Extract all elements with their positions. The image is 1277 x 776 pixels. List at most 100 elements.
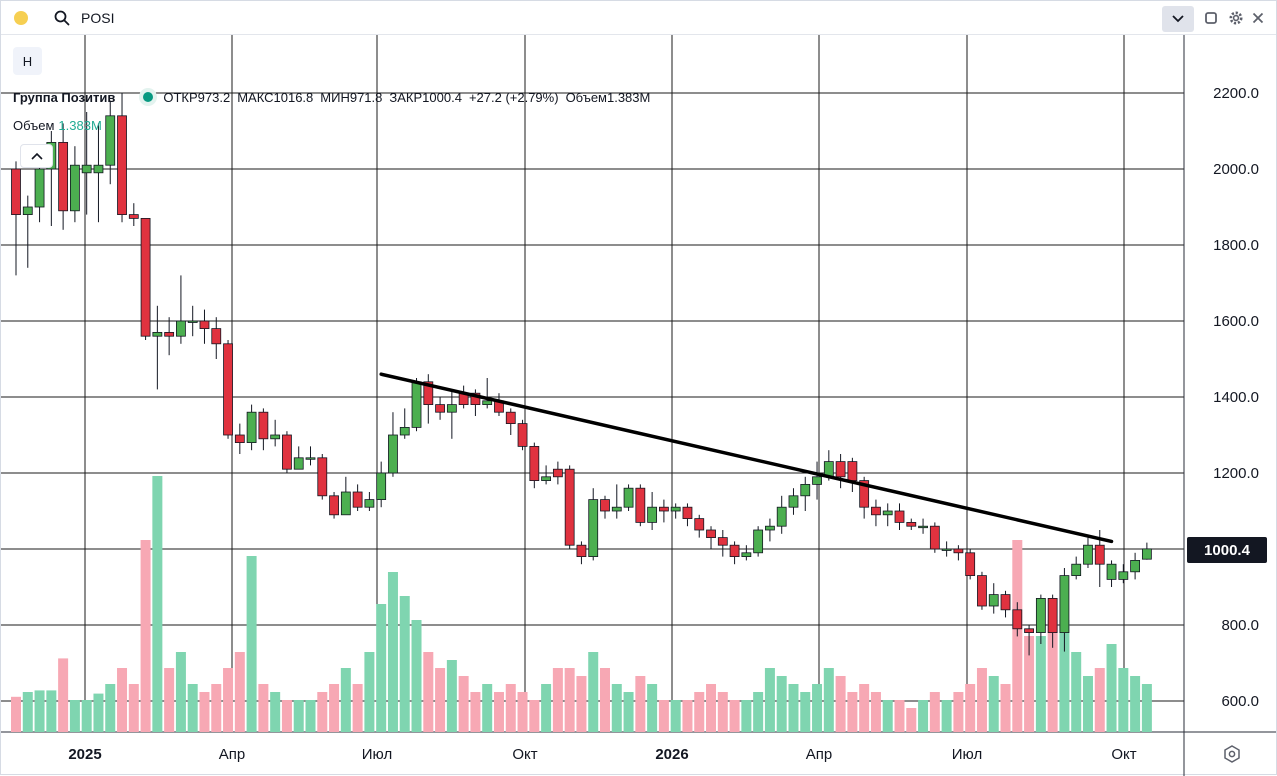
candle-body <box>22 206 33 215</box>
volume-bar <box>576 676 587 732</box>
candle-body <box>1024 628 1034 633</box>
y-tick-label: 1800.0 <box>1213 237 1259 254</box>
candle-body <box>1000 594 1011 611</box>
chart-settings-icon[interactable] <box>1222 744 1242 764</box>
volume-value: Объем1.383M <box>565 89 651 105</box>
top-toolbar <box>1 1 1276 35</box>
volume-bar <box>458 676 469 732</box>
symbol-search-input[interactable] <box>81 8 281 28</box>
candle-body <box>329 495 339 516</box>
volume-bar <box>859 684 870 732</box>
y-tick-label: 1200.0 <box>1213 465 1259 482</box>
candle-body <box>81 164 92 174</box>
close-value: ЗАКР1000.4 <box>389 89 462 105</box>
instrument-name: Группа Позитив <box>13 89 116 105</box>
x-tick-label: 2025 <box>68 746 101 763</box>
candle-body <box>906 522 917 527</box>
volume-bar <box>647 684 658 732</box>
volume-bar <box>847 692 858 732</box>
volume-bar <box>682 700 693 732</box>
gear-icon[interactable] <box>1228 10 1244 26</box>
candle-body <box>835 461 846 478</box>
candle-body <box>470 392 481 406</box>
candle-body <box>1012 609 1023 630</box>
candle-body <box>482 400 493 405</box>
volume-bar <box>1024 636 1035 732</box>
volume-bar <box>717 692 728 732</box>
volume-bar <box>152 476 163 732</box>
candle-body <box>1083 544 1093 565</box>
volume-bar <box>788 684 799 732</box>
volume-bar <box>93 693 104 732</box>
interval-button[interactable]: Н <box>13 47 42 75</box>
candle-body <box>70 164 80 212</box>
candle-body <box>340 491 351 516</box>
candle-body <box>882 510 893 516</box>
candle-body <box>140 217 151 337</box>
candle-body <box>1106 563 1117 580</box>
volume-bar <box>835 676 846 732</box>
volume-bar <box>258 684 269 732</box>
candle-body <box>765 525 775 531</box>
candle-body <box>423 381 434 405</box>
symbol-dropdown-button[interactable] <box>1162 6 1194 32</box>
search-icon[interactable] <box>53 9 71 27</box>
volume-bar <box>517 692 528 732</box>
candle-body <box>211 328 222 345</box>
candle-body <box>941 548 952 551</box>
volume-bar <box>670 700 681 732</box>
y-tick-label: 1600.0 <box>1213 313 1259 330</box>
volume-bar <box>1106 644 1117 732</box>
candle-body <box>659 506 669 512</box>
candle-body <box>270 434 281 440</box>
x-tick-label: Апр <box>806 746 832 763</box>
x-tick-label: Окт <box>1111 746 1136 763</box>
volume-bar <box>117 668 128 732</box>
volume-bar <box>69 700 80 732</box>
volume-bar <box>870 692 881 732</box>
candle-body <box>1141 548 1152 560</box>
volume-bar <box>128 684 139 732</box>
volume-bar <box>800 692 811 732</box>
volume-bar <box>600 668 610 732</box>
y-tick-label: 600.0 <box>1221 693 1259 710</box>
volume-bar <box>882 700 893 732</box>
volume-bar <box>1130 676 1141 732</box>
candle-body <box>670 506 681 512</box>
volume-bar <box>281 700 292 732</box>
candle-body <box>517 423 528 447</box>
volume-bar <box>234 652 245 732</box>
x-tick-label: Апр <box>219 746 245 763</box>
x-tick-label: Июл <box>952 746 982 763</box>
volume-bar <box>552 668 563 732</box>
volume-bar <box>58 658 69 732</box>
volume-bar <box>988 676 999 732</box>
candle-body <box>246 411 257 444</box>
volume-legend: Объем 1.383M <box>13 118 102 133</box>
x-tick-label: Окт <box>512 746 537 763</box>
volume-bar <box>293 700 304 732</box>
volume-bar <box>187 684 198 732</box>
volume-bar <box>352 684 363 732</box>
collapse-legend-button[interactable] <box>20 144 53 168</box>
square-icon[interactable] <box>1203 10 1219 26</box>
volume-bar <box>918 700 929 732</box>
close-icon[interactable] <box>1250 10 1266 26</box>
candle-body <box>282 434 292 470</box>
candle-body <box>611 506 622 512</box>
chevron-up-icon <box>30 152 43 160</box>
candle-body <box>647 506 658 523</box>
candle-body <box>859 480 870 508</box>
volume-bar <box>812 684 823 732</box>
volume-bar <box>175 652 186 732</box>
volume-bar <box>1059 620 1070 732</box>
candle-body <box>199 320 210 329</box>
candle-body <box>1071 563 1082 577</box>
candle-body <box>788 495 799 508</box>
change-value: +27.2 (+2.79%) <box>468 89 559 105</box>
candle-body <box>234 434 245 443</box>
volume-bar <box>1082 676 1093 732</box>
candle-body <box>388 434 398 474</box>
candle-body <box>1047 598 1058 634</box>
